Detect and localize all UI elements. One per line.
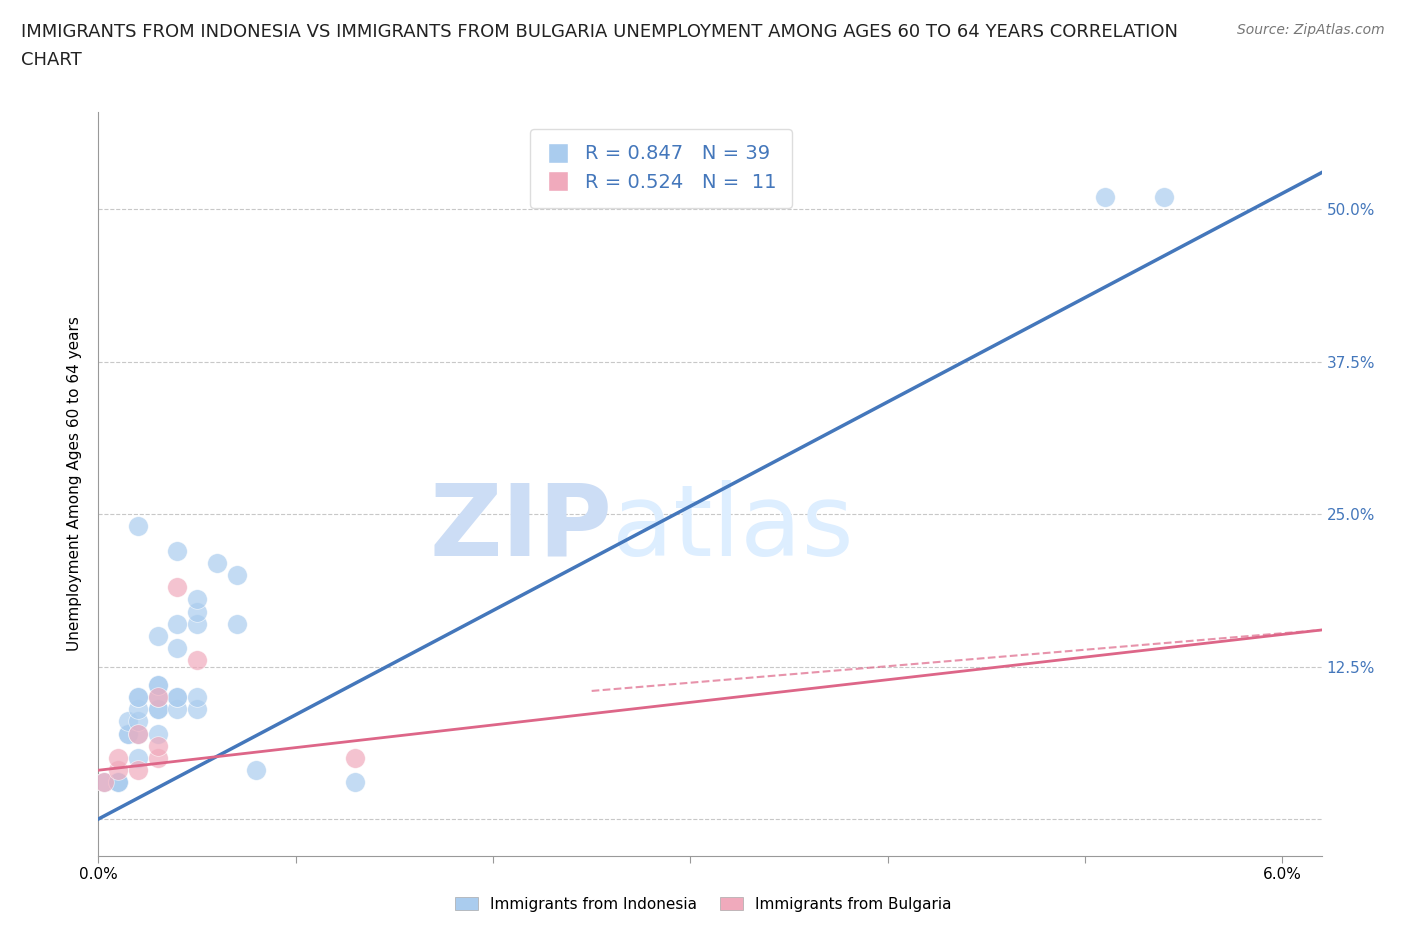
Point: [186, 604, 208, 619]
Point: [146, 726, 169, 741]
Point: [127, 751, 149, 765]
Point: [127, 690, 149, 705]
Point: [117, 714, 139, 729]
Text: atlas: atlas: [612, 480, 853, 577]
Text: ZIP: ZIP: [429, 480, 612, 577]
Point: [166, 702, 188, 717]
Point: [225, 617, 247, 631]
Point: [146, 738, 169, 753]
Point: [146, 751, 169, 765]
Text: CHART: CHART: [21, 51, 82, 69]
Legend: Immigrants from Indonesia, Immigrants from Bulgaria: Immigrants from Indonesia, Immigrants fr…: [449, 890, 957, 918]
Point: [127, 763, 149, 777]
Point: [186, 702, 208, 717]
Point: [146, 690, 169, 705]
Point: [93, 775, 115, 790]
Point: [166, 579, 188, 594]
Legend: R = 0.847   N = 39, R = 0.524   N =  11: R = 0.847 N = 39, R = 0.524 N = 11: [530, 128, 792, 207]
Point: [205, 555, 228, 570]
Point: [127, 726, 149, 741]
Point: [117, 726, 139, 741]
Point: [107, 763, 129, 777]
Point: [107, 751, 129, 765]
Point: [117, 726, 139, 741]
Point: [1153, 190, 1175, 205]
Point: [166, 617, 188, 631]
Point: [166, 690, 188, 705]
Point: [146, 702, 169, 717]
Text: IMMIGRANTS FROM INDONESIA VS IMMIGRANTS FROM BULGARIA UNEMPLOYMENT AMONG AGES 60: IMMIGRANTS FROM INDONESIA VS IMMIGRANTS …: [21, 23, 1178, 41]
Point: [186, 653, 208, 668]
Point: [146, 690, 169, 705]
Point: [93, 775, 115, 790]
Point: [225, 567, 247, 582]
Point: [127, 690, 149, 705]
Point: [127, 714, 149, 729]
Point: [1094, 190, 1116, 205]
Point: [166, 641, 188, 656]
Point: [166, 543, 188, 558]
Point: [166, 690, 188, 705]
Point: [146, 677, 169, 692]
Text: Source: ZipAtlas.com: Source: ZipAtlas.com: [1237, 23, 1385, 37]
Point: [107, 775, 129, 790]
Point: [146, 629, 169, 644]
Point: [245, 763, 267, 777]
Point: [127, 519, 149, 534]
Point: [343, 775, 366, 790]
Point: [186, 617, 208, 631]
Point: [127, 702, 149, 717]
Point: [127, 726, 149, 741]
Point: [107, 775, 129, 790]
Point: [186, 690, 208, 705]
Point: [146, 677, 169, 692]
Y-axis label: Unemployment Among Ages 60 to 64 years: Unemployment Among Ages 60 to 64 years: [67, 316, 83, 651]
Point: [186, 592, 208, 607]
Point: [343, 751, 366, 765]
Point: [107, 775, 129, 790]
Point: [146, 702, 169, 717]
